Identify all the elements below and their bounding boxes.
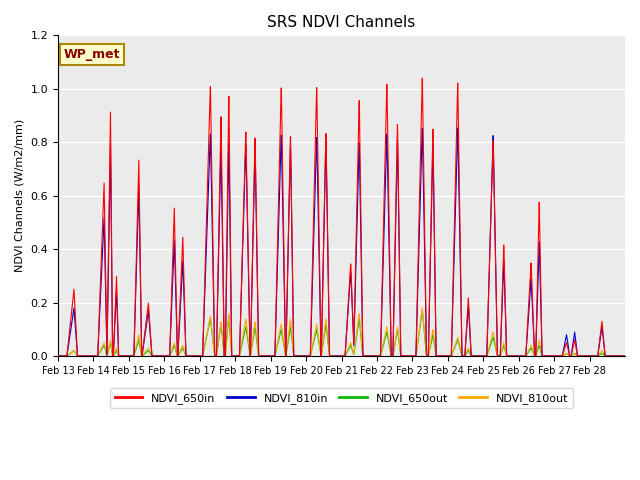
Text: WP_met: WP_met: [64, 48, 120, 61]
Legend: NDVI_650in, NDVI_810in, NDVI_650out, NDVI_810out: NDVI_650in, NDVI_810in, NDVI_650out, NDV…: [110, 388, 573, 408]
Y-axis label: NDVI Channels (W/m2/mm): NDVI Channels (W/m2/mm): [15, 119, 25, 272]
Title: SRS NDVI Channels: SRS NDVI Channels: [268, 15, 415, 30]
